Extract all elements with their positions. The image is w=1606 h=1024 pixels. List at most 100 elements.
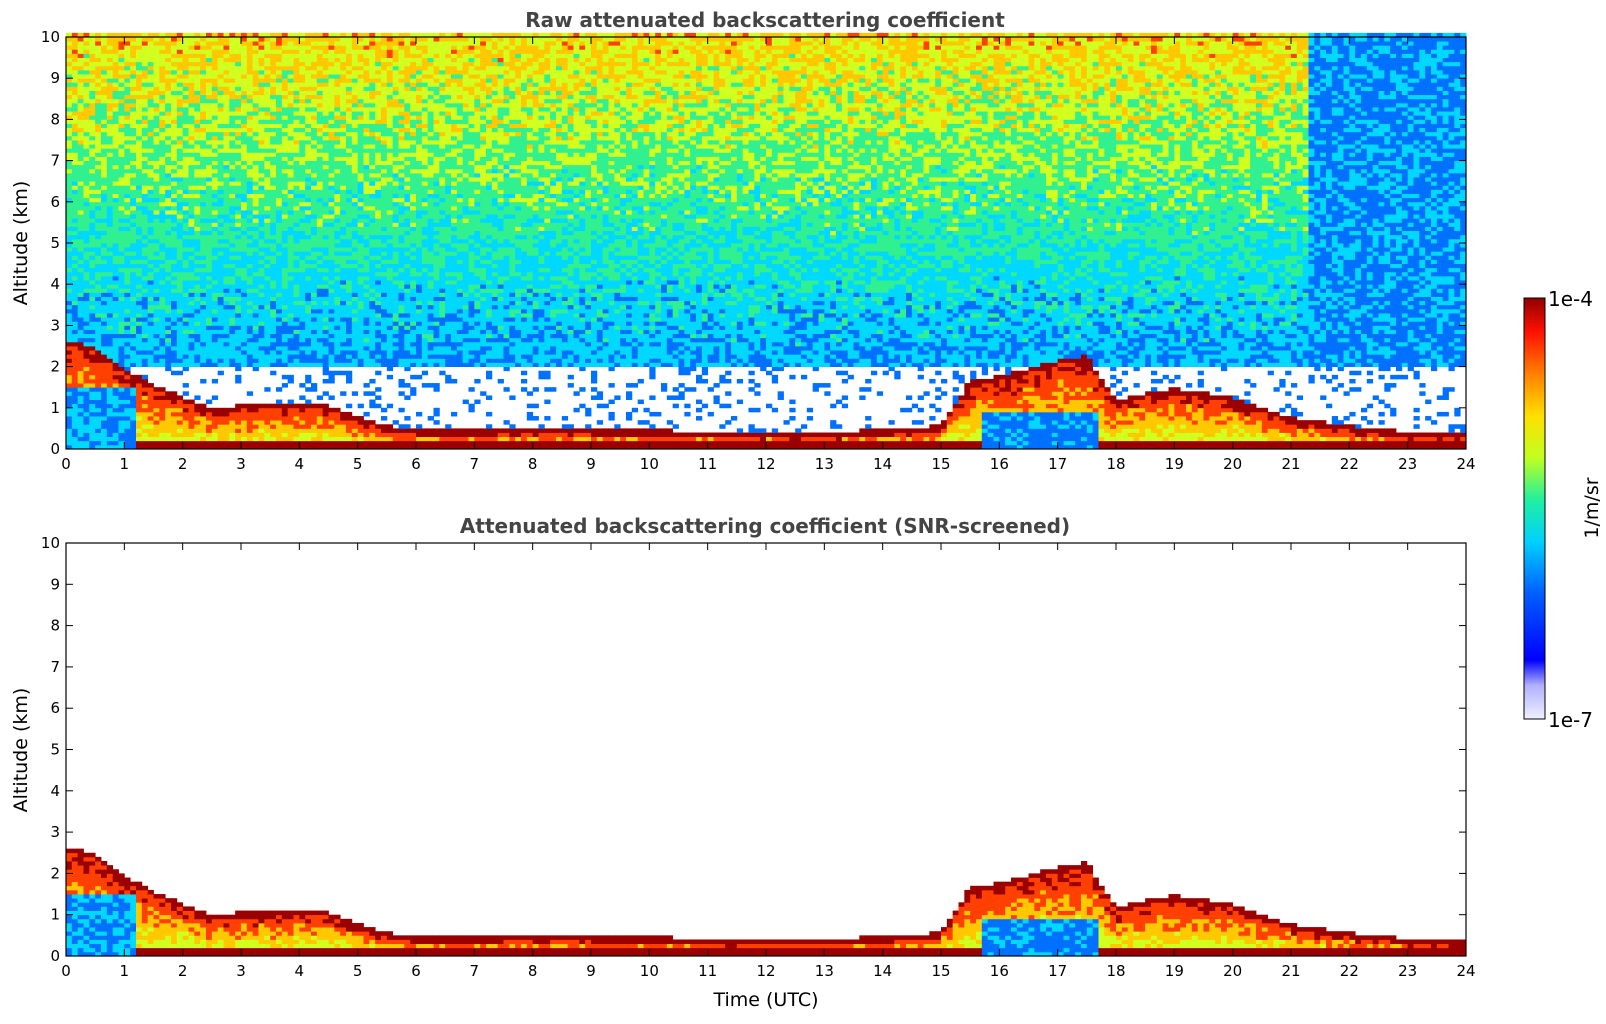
heatmap-cell [78,441,84,446]
heatmap-cell [66,400,72,405]
heatmap-cell [101,181,107,186]
heatmap-cell [78,313,84,318]
heatmap-cell [119,194,125,199]
heatmap-cell [113,433,119,438]
heatmap-cell [84,387,90,392]
heatmap-cell [66,383,72,388]
heatmap-cell [107,86,113,91]
heatmap-cell [84,362,90,367]
heatmap-cell [130,161,136,166]
heatmap-cell [84,86,90,91]
heatmap-cell [78,235,84,240]
heatmap-cell [101,264,107,269]
heatmap-cell [101,189,107,194]
heatmap-cell [130,362,136,367]
heatmap-cell [89,95,95,100]
heatmap-cell [119,156,125,161]
heatmap-cell [84,115,90,120]
heatmap-cell [107,416,113,421]
heatmap-cell [72,62,78,67]
heatmap-cell [78,280,84,285]
heatmap-cell [89,346,95,351]
heatmap-cell [84,400,90,405]
heatmap-cell [78,404,84,409]
heatmap-cell [124,272,130,277]
heatmap-cell [72,259,78,264]
heatmap-cell [66,82,72,87]
heatmap-cell [95,107,101,112]
heatmap-cell [89,198,95,203]
heatmap-cell [101,280,107,285]
heatmap-cell [136,338,142,343]
heatmap-cell [101,251,107,256]
heatmap-cell [130,222,136,227]
heatmap-cell [113,152,119,157]
heatmap-cell [107,264,113,269]
heatmap-cell [136,194,142,199]
heatmap-cell [95,70,101,75]
heatmap-cell [107,210,113,215]
heatmap-cell [124,255,130,260]
heatmap-cell [72,177,78,182]
heatmap-cell [89,354,95,359]
heatmap-cell [107,313,113,318]
heatmap-cell [66,264,72,269]
heatmap-cell [101,292,107,297]
heatmap-cell [107,441,113,446]
heatmap-cell [113,103,119,108]
heatmap-cell [130,62,136,67]
heatmap-cell [89,383,95,388]
heatmap-cell [95,152,101,157]
heatmap-cell [66,41,72,46]
heatmap-cell [119,86,125,91]
heatmap-cell [84,206,90,211]
heatmap-cell [66,78,72,83]
heatmap-cell [89,350,95,355]
heatmap-cell [101,70,107,75]
heatmap-cell [107,317,113,322]
heatmap-cell [95,78,101,83]
heatmap-cell [124,420,130,425]
heatmap-cell [124,297,130,302]
heatmap-cell [101,128,107,133]
heatmap-cell [119,243,125,248]
heatmap-cell [130,280,136,285]
heatmap-cell [95,37,101,42]
heatmap-cell [119,387,125,392]
heatmap-cell [78,185,84,190]
heatmap-cell [84,428,90,433]
heatmap-cell [84,45,90,50]
heatmap-cell [130,297,136,302]
heatmap-cell [72,222,78,227]
heatmap-cell [72,227,78,232]
heatmap-cell [119,239,125,244]
heatmap-cell [72,99,78,104]
heatmap-cell [89,128,95,133]
heatmap-cell [72,424,78,429]
heatmap-cell [84,379,90,384]
heatmap-cell [72,268,78,273]
heatmap-cell [95,222,101,227]
heatmap-cell [119,165,125,170]
heatmap-cell [89,424,95,429]
heatmap-cell [113,354,119,359]
heatmap-cell [101,433,107,438]
heatmap-cell [89,41,95,46]
heatmap-cell [89,140,95,145]
heatmap-cell [130,70,136,75]
heatmap-cell [84,437,90,442]
heatmap-cell [84,313,90,318]
heatmap-cell [89,37,95,42]
heatmap-cell [89,416,95,421]
heatmap-cell [113,239,119,244]
heatmap-cell [124,280,130,285]
heatmap-cell [136,321,142,326]
heatmap-cell [89,49,95,54]
heatmap-cell [124,62,130,67]
heatmap-cell [119,391,125,396]
heatmap-cell [113,358,119,363]
heatmap-cell [72,189,78,194]
heatmap-cell [124,227,130,232]
heatmap-cell [95,194,101,199]
heatmap-cell [124,165,130,170]
